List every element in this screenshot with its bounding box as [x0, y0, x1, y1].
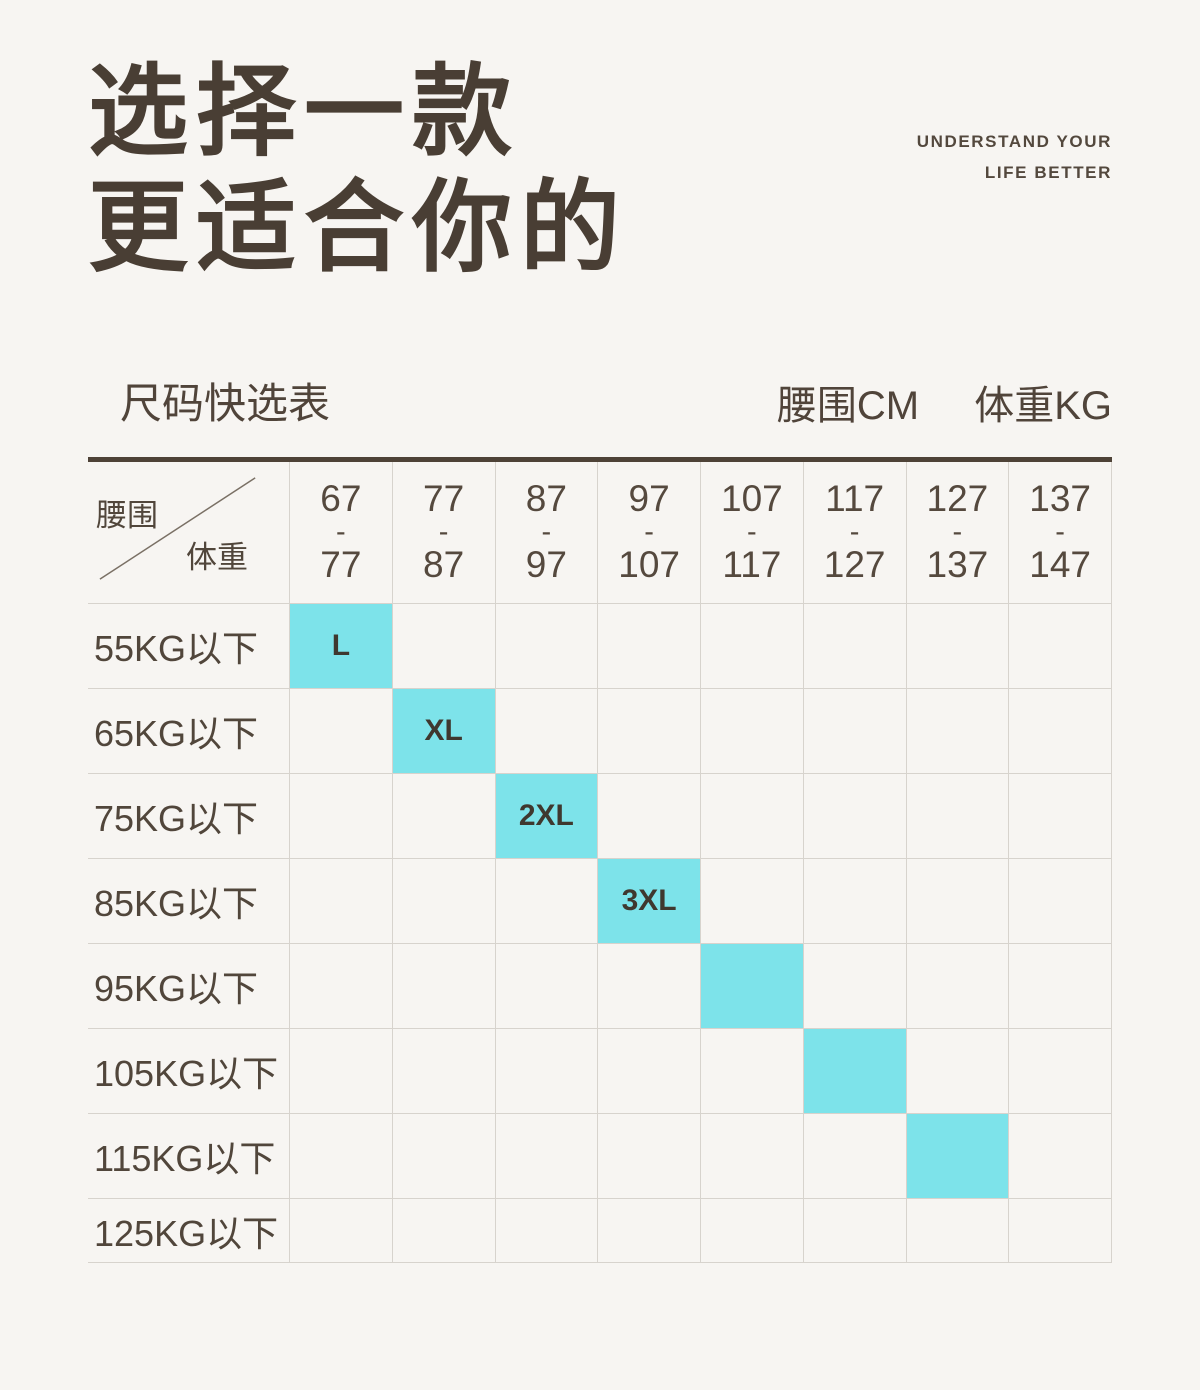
size-cell	[495, 944, 599, 1029]
size-cell	[392, 1199, 496, 1263]
column-header-waist-range-5: 117-127	[803, 462, 907, 604]
page-title-line1: 选择一款	[88, 56, 520, 168]
size-cell	[598, 944, 701, 1029]
size-cell	[803, 944, 907, 1029]
size-cell	[701, 1199, 804, 1263]
size-cell	[392, 1029, 496, 1114]
size-cell	[1009, 1199, 1112, 1263]
size-cell	[290, 1114, 393, 1199]
tagline-line1: UNDERSTAND YOUR	[916, 132, 1112, 151]
size-cell	[392, 604, 496, 689]
size-cell	[1009, 1114, 1112, 1199]
size-cell	[290, 1199, 393, 1263]
size-cell	[803, 1114, 907, 1199]
size-cell	[495, 1199, 599, 1263]
size-cell	[701, 1029, 804, 1114]
size-cell-highlight: XL	[392, 689, 496, 774]
size-cell	[701, 774, 804, 859]
page-title: 选择一款 更适合你的	[88, 54, 1112, 286]
unit-waist-label: 腰围CM	[776, 384, 920, 428]
row-label-weight-5: 105KG以下	[88, 1029, 290, 1114]
row-label-weight-0: 55KG以下	[88, 604, 290, 689]
size-cell	[906, 944, 1010, 1029]
size-cell	[290, 689, 393, 774]
row-label-weight-7: 125KG以下	[88, 1199, 290, 1263]
table-title: 尺码快选表	[120, 380, 331, 427]
size-cell	[392, 1114, 496, 1199]
size-cell	[392, 859, 496, 944]
column-header-waist-range-3: 97-107	[598, 462, 701, 604]
size-cell	[495, 689, 599, 774]
column-header-waist-range-1: 77-87	[392, 462, 496, 604]
row-label-weight-6: 115KG以下	[88, 1114, 290, 1199]
size-cell	[392, 944, 496, 1029]
tagline-line2: LIFE BETTER	[984, 163, 1112, 183]
size-cell	[598, 1199, 701, 1263]
size-cell	[803, 689, 907, 774]
size-cell	[1009, 774, 1112, 859]
size-cell	[495, 1114, 599, 1199]
column-header-waist-range-6: 127-137	[906, 462, 1010, 604]
corner-cell: 腰围 体重	[88, 462, 290, 604]
size-cell	[701, 1114, 804, 1199]
unit-weight-label: 体重KG	[974, 384, 1112, 428]
size-cell	[495, 859, 599, 944]
table-caption-row: 尺码快选表 腰围CM 体重KG	[88, 370, 1112, 431]
row-label-weight-2: 75KG以下	[88, 774, 290, 859]
page: 选择一款 更适合你的 UNDERSTAND YOUR LIFE BETTER 尺…	[0, 54, 1200, 1263]
size-cell	[290, 944, 393, 1029]
tagline: UNDERSTAND YOUR LIFE BETTER	[917, 126, 1112, 189]
size-cell	[906, 1029, 1010, 1114]
size-cell	[290, 1029, 393, 1114]
size-cell-highlight	[701, 944, 804, 1029]
size-cell	[495, 604, 599, 689]
size-cell	[598, 774, 701, 859]
size-cell	[803, 859, 907, 944]
size-cell-highlight	[803, 1029, 907, 1114]
size-cell	[1009, 944, 1112, 1029]
size-cell	[803, 1199, 907, 1263]
corner-waist-label: 腰围	[96, 498, 158, 533]
size-cell	[906, 604, 1010, 689]
row-label-weight-4: 95KG以下	[88, 944, 290, 1029]
size-cell	[598, 689, 701, 774]
size-cell	[906, 1199, 1010, 1263]
size-cell	[290, 859, 393, 944]
row-label-weight-1: 65KG以下	[88, 689, 290, 774]
size-cell	[290, 774, 393, 859]
size-cell	[495, 1029, 599, 1114]
size-cell	[598, 1029, 701, 1114]
size-cell	[1009, 604, 1112, 689]
size-cell	[598, 604, 701, 689]
row-label-weight-3: 85KG以下	[88, 859, 290, 944]
column-header-waist-range-4: 107-117	[701, 462, 804, 604]
size-cell-highlight: 3XL	[598, 859, 701, 944]
size-cell	[701, 689, 804, 774]
size-cell	[701, 604, 804, 689]
size-cell	[803, 774, 907, 859]
size-cell-highlight: 2XL	[495, 774, 599, 859]
size-cell	[1009, 689, 1112, 774]
size-cell	[392, 774, 496, 859]
size-cell	[906, 859, 1010, 944]
diagonal-line	[99, 477, 256, 580]
size-cell-highlight	[906, 1114, 1010, 1199]
size-cell	[906, 774, 1010, 859]
corner-weight-label: 体重	[186, 540, 248, 575]
size-cell-highlight: L	[290, 604, 393, 689]
size-cell	[1009, 859, 1112, 944]
table-units: 腰围CM 体重KG	[777, 373, 1112, 431]
divider-rule	[88, 457, 1112, 462]
size-cell	[906, 689, 1010, 774]
page-title-line2: 更适合你的	[88, 172, 628, 284]
column-header-waist-range-2: 87-97	[495, 462, 599, 604]
size-cell	[598, 1114, 701, 1199]
column-header-waist-range-7: 137-147	[1009, 462, 1112, 604]
column-header-waist-range-0: 67-77	[290, 462, 393, 604]
size-cell	[701, 859, 804, 944]
size-cell	[803, 604, 907, 689]
size-table-grid: 腰围 体重 67-77 77-87 87-97 97-107 107-117 117-12…	[88, 462, 1112, 1263]
size-cell	[1009, 1029, 1112, 1114]
